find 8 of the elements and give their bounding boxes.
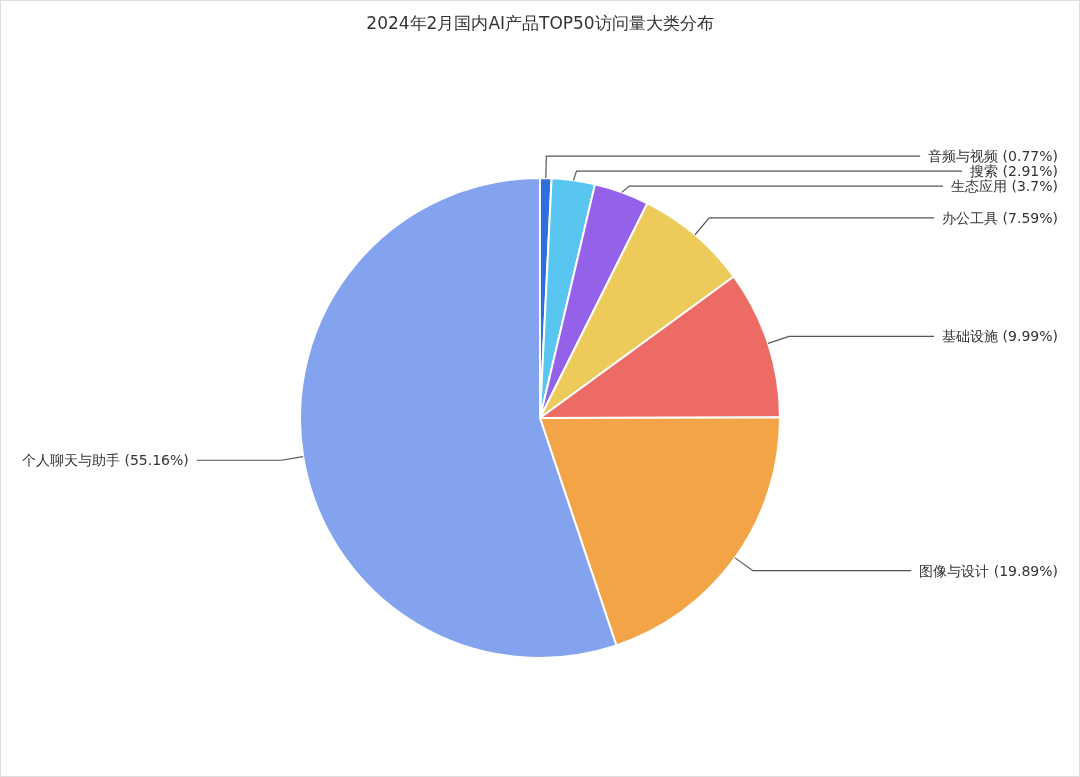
slice-label: 办公工具 (7.59%) — [942, 209, 1058, 226]
slice-label: 图像与设计 (19.89%) — [919, 562, 1058, 579]
slice-label: 生态应用 (3.7%) — [951, 178, 1058, 195]
chart-title: 2024年2月国内AI产品TOP50访问量大类分布 — [366, 13, 714, 33]
slice-label: 搜索 (2.91%) — [970, 163, 1058, 180]
slice-label: 基础设施 (9.99%) — [942, 328, 1058, 345]
slice-label: 个人聊天与助手 (55.16%) — [22, 452, 189, 469]
slice-label: 音频与视频 (0.77%) — [928, 148, 1058, 165]
